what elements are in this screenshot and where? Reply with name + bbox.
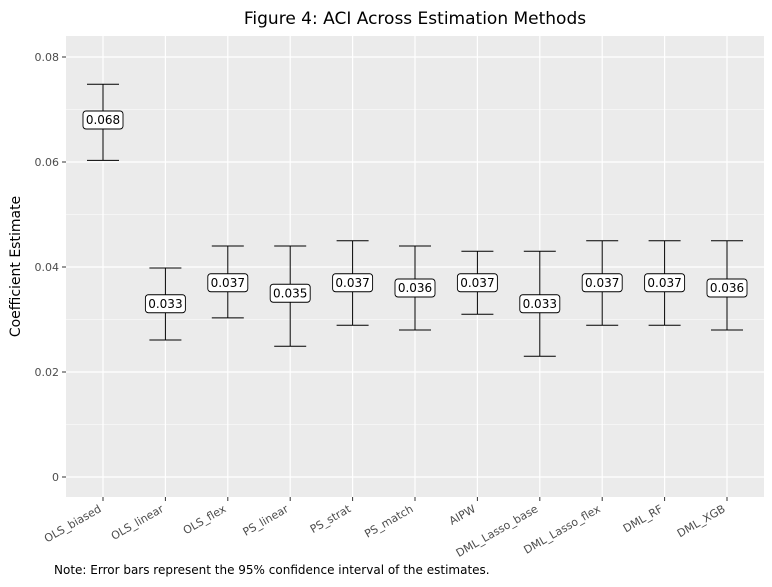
x-tick-label: DML_XGB bbox=[675, 502, 728, 540]
data-label: 0.037 bbox=[335, 276, 369, 290]
x-tick-label: AIPW bbox=[447, 502, 478, 527]
x-tick-label: PS_strat bbox=[308, 502, 354, 536]
x-tick-label: PS_linear bbox=[241, 502, 291, 539]
x-tick-label: OLS_flex bbox=[181, 502, 229, 537]
data-label: 0.037 bbox=[585, 276, 619, 290]
x-axis: OLS_biased OLS_linear OLS_flex PS_linear PS_… bbox=[42, 497, 728, 560]
y-axis-title: Coefficient Estimate bbox=[8, 196, 24, 337]
data-label-box bbox=[519, 294, 561, 314]
data-label-box bbox=[332, 273, 374, 293]
estimate-labels: 0.068 0.033 0.037 0.035 0.037 0.036 0.037 0.033… bbox=[82, 110, 748, 314]
x-tick-label: OLS_biased bbox=[42, 502, 104, 545]
y-tick-label: 0.04 bbox=[35, 261, 60, 274]
data-label-box bbox=[82, 110, 124, 130]
data-label-box bbox=[644, 273, 686, 293]
data-label-box bbox=[581, 273, 623, 293]
data-label-box bbox=[269, 283, 311, 303]
data-label: 0.033 bbox=[148, 297, 182, 311]
data-label: 0.036 bbox=[710, 281, 744, 295]
data-label: 0.033 bbox=[523, 297, 557, 311]
x-tick-label: DML_RF bbox=[621, 502, 665, 535]
data-label-box bbox=[394, 278, 436, 298]
data-label: 0.035 bbox=[273, 286, 307, 300]
data-label-box bbox=[706, 278, 748, 298]
data-label-box bbox=[207, 273, 249, 293]
chart-title: Figure 4: ACI Across Estimation Methods bbox=[244, 9, 586, 29]
data-label: 0.037 bbox=[211, 276, 245, 290]
y-tick-label: 0.08 bbox=[35, 51, 60, 64]
y-axis: 0 0.02 0.04 0.06 0.08 bbox=[35, 51, 66, 484]
y-tick-label: 0.06 bbox=[35, 156, 60, 169]
data-label: 0.068 bbox=[86, 113, 120, 127]
chart-note: Note: Error bars represent the 95% confi… bbox=[54, 563, 490, 577]
data-label: 0.037 bbox=[647, 276, 681, 290]
x-tick-label: PS_match bbox=[362, 502, 415, 540]
y-tick-label: 0 bbox=[52, 471, 59, 484]
data-label-box bbox=[144, 294, 186, 314]
data-label-box bbox=[456, 273, 498, 293]
y-tick-label: 0.02 bbox=[35, 366, 60, 379]
data-label: 0.036 bbox=[398, 281, 432, 295]
x-tick-label: OLS_linear bbox=[109, 502, 166, 543]
data-label: 0.037 bbox=[460, 276, 494, 290]
